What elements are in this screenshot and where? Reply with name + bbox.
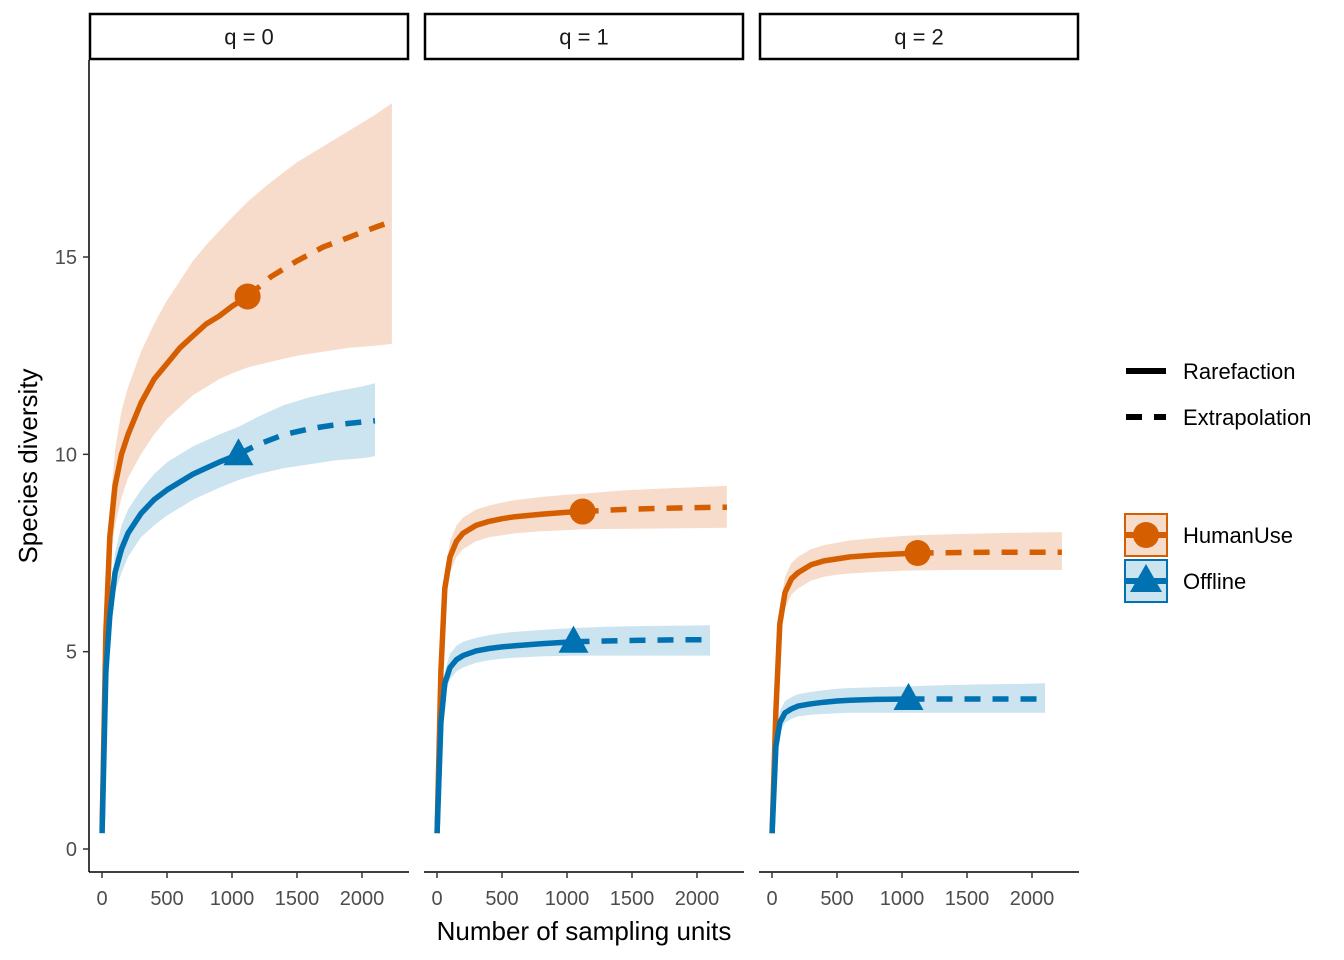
facet-strip-label: q = 2 [894,25,944,50]
ribbon-humanuse [437,485,727,834]
ribbon-offline [772,683,1045,834]
observed-point-offline [223,438,254,466]
axes: 0 5 10 15 0 500 1000 1500 2000 [55,60,409,910]
rarefaction-line-offline [434,639,574,834]
y-tick-label: 10 [55,444,77,466]
x-tick-label: 0 [766,888,777,910]
observed-point-humanuse [904,540,931,566]
ribbon-offline [437,625,710,834]
rarefaction-line-humanuse [99,294,250,830]
rarefaction-line-humanuse [769,550,918,834]
observed-point-humanuse [569,498,596,525]
x-tick-label: 2000 [675,888,720,910]
y-tick-label: 5 [66,642,77,664]
facet-strip [758,12,1080,61]
x-tick-label: 500 [150,888,183,910]
observed-point-humanuse [234,283,261,310]
legend-label-offline: Offline [1183,569,1246,594]
x-tick-label: 1000 [880,888,925,910]
x-tick-label: 2000 [1010,888,1055,910]
ribbon-humanuse [772,532,1062,834]
rarefaction-line-offline [769,696,909,834]
x-tick-label: 0 [96,888,107,910]
extrapolation-line-humanuse [245,218,393,299]
legend: Rarefaction Extrapolation HumanUse Offline [1124,359,1311,603]
rarefaction-line-offline [99,451,240,834]
x-tick-label: 500 [485,888,518,910]
x-axis-title: Number of sampling units [437,916,732,946]
observed-point-offline [558,625,589,653]
x-tick-label: 1500 [275,888,320,910]
rarefaction-line-humanuse [434,508,583,834]
ribbon-offline [102,383,375,834]
facet-strip [88,12,410,61]
axes: 0 500 1000 1500 2000 [424,871,744,910]
x-tick-label: 0 [431,888,442,910]
panel-q1: q = 1 0 500 1000 1500 2000 [423,12,745,910]
y-tick-label: 0 [66,839,77,861]
x-tick-label: 2000 [340,888,385,910]
extrapolation-line-humanuse [582,504,727,515]
y-axis-title: Species diversity [13,368,43,563]
legend-label-extrapolation: Extrapolation [1183,405,1311,430]
x-tick-label: 1500 [945,888,990,910]
panel-q0: q = 0 0 5 10 15 0 500 1000 1500 2000 [55,12,410,910]
legend-key-offline [1124,559,1168,603]
axes: 0 500 1000 1500 2000 [759,871,1079,910]
y-tick-label: 15 [55,247,77,269]
x-tick-label: 1000 [210,888,255,910]
facet-strip [423,12,745,61]
x-tick-label: 1000 [545,888,590,910]
observed-point-offline [893,682,924,710]
legend-label-rarefaction: Rarefaction [1183,359,1296,384]
panel-q2: q = 2 0 500 1000 1500 2000 [758,12,1080,910]
legend-label-humanuse: HumanUse [1183,523,1293,548]
extrapolation-line-offline [573,637,710,645]
extrapolation-line-humanuse [917,549,1062,556]
ribbon-humanuse [102,103,392,830]
facet-strip-label: q = 0 [224,25,274,50]
facet-strip-label: q = 1 [559,25,609,50]
x-tick-label: 500 [820,888,853,910]
legend-key-humanuse [1124,513,1168,557]
facet-panels: q = 0 0 5 10 15 0 500 1000 1500 2000 q = 1 0 500 1000… [55,12,1080,910]
x-tick-label: 1500 [610,888,655,910]
